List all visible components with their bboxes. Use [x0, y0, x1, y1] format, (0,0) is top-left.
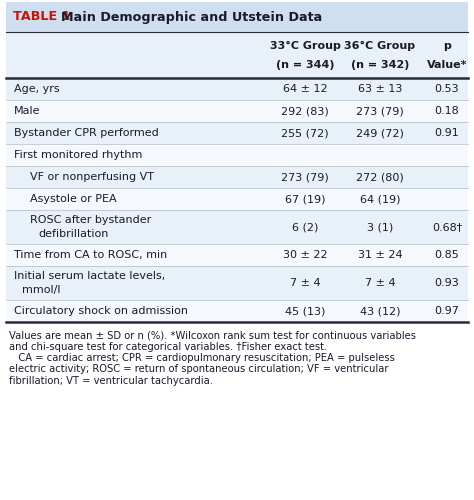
Bar — [6, 210, 468, 244]
Text: 64 (19): 64 (19) — [360, 194, 400, 204]
Text: 0.91: 0.91 — [435, 128, 459, 138]
Text: 31 ± 24: 31 ± 24 — [358, 250, 402, 260]
Text: 292 (83): 292 (83) — [281, 106, 329, 116]
Text: 0.93: 0.93 — [435, 278, 459, 288]
Text: fibrillation; VT = ventricular tachycardia.: fibrillation; VT = ventricular tachycard… — [9, 376, 213, 386]
Bar — [6, 166, 468, 188]
Text: 45 (13): 45 (13) — [285, 306, 325, 316]
Text: 6 (2): 6 (2) — [292, 222, 318, 232]
Text: Time from CA to ROSC, min: Time from CA to ROSC, min — [14, 250, 167, 260]
Text: 64 ± 12: 64 ± 12 — [283, 84, 328, 94]
Text: Circulatory shock on admission: Circulatory shock on admission — [14, 306, 188, 316]
Text: 272 (80): 272 (80) — [356, 172, 404, 182]
Text: 3 (1): 3 (1) — [367, 222, 393, 232]
Text: Initial serum lactate levels,: Initial serum lactate levels, — [14, 270, 165, 280]
Text: 36°C Group: 36°C Group — [345, 41, 416, 51]
Text: Values are mean ± SD or n (%). *Wilcoxon rank sum test for continuous variables: Values are mean ± SD or n (%). *Wilcoxon… — [9, 330, 416, 340]
Text: Value*: Value* — [427, 60, 467, 70]
Bar — [6, 188, 468, 210]
Bar — [6, 100, 468, 122]
Bar — [6, 32, 468, 78]
Bar — [6, 78, 468, 100]
Text: 67 (19): 67 (19) — [285, 194, 325, 204]
Bar — [6, 300, 468, 322]
Text: 0.68†: 0.68† — [432, 222, 462, 232]
Text: 0.97: 0.97 — [435, 306, 459, 316]
Text: 7 ± 4: 7 ± 4 — [365, 278, 395, 288]
Text: Male: Male — [14, 106, 40, 116]
Text: Asystole or PEA: Asystole or PEA — [30, 194, 117, 204]
Text: 43 (12): 43 (12) — [360, 306, 400, 316]
Bar — [6, 266, 468, 300]
Text: Age, yrs: Age, yrs — [14, 84, 60, 94]
Text: 7 ± 4: 7 ± 4 — [290, 278, 320, 288]
Text: mmol/l: mmol/l — [22, 286, 61, 296]
Text: 0.18: 0.18 — [435, 106, 459, 116]
Text: 273 (79): 273 (79) — [356, 106, 404, 116]
Bar — [6, 244, 468, 266]
Text: (n = 342): (n = 342) — [351, 60, 409, 70]
Text: defibrillation: defibrillation — [38, 230, 109, 239]
Bar — [6, 122, 468, 144]
Text: and chi-square test for categorical variables. †Fisher exact test.: and chi-square test for categorical vari… — [9, 342, 327, 351]
Text: First monitored rhythm: First monitored rhythm — [14, 150, 142, 160]
Text: p: p — [443, 41, 451, 51]
Text: VF or nonperfusing VT: VF or nonperfusing VT — [30, 172, 154, 182]
Text: 63 ± 13: 63 ± 13 — [358, 84, 402, 94]
Text: 0.85: 0.85 — [435, 250, 459, 260]
Text: 0.53: 0.53 — [435, 84, 459, 94]
Text: 255 (72): 255 (72) — [281, 128, 329, 138]
Text: Bystander CPR performed: Bystander CPR performed — [14, 128, 159, 138]
Text: 30 ± 22: 30 ± 22 — [283, 250, 328, 260]
Text: 33°C Group: 33°C Group — [270, 41, 340, 51]
Bar — [6, 144, 468, 166]
Text: 273 (79): 273 (79) — [281, 172, 329, 182]
Text: 249 (72): 249 (72) — [356, 128, 404, 138]
Text: electric activity; ROSC = return of spontaneous circulation; VF = ventricular: electric activity; ROSC = return of spon… — [9, 364, 389, 374]
Text: Main Demographic and Utstein Data: Main Demographic and Utstein Data — [61, 10, 322, 24]
Text: TABLE 1: TABLE 1 — [13, 10, 71, 24]
Text: (n = 344): (n = 344) — [276, 60, 334, 70]
Bar — [6, 2, 468, 32]
Text: ROSC after bystander: ROSC after bystander — [30, 214, 151, 224]
Text: CA = cardiac arrest; CPR = cardiopulmonary resuscitation; PEA = pulseless: CA = cardiac arrest; CPR = cardiopulmona… — [9, 353, 395, 363]
